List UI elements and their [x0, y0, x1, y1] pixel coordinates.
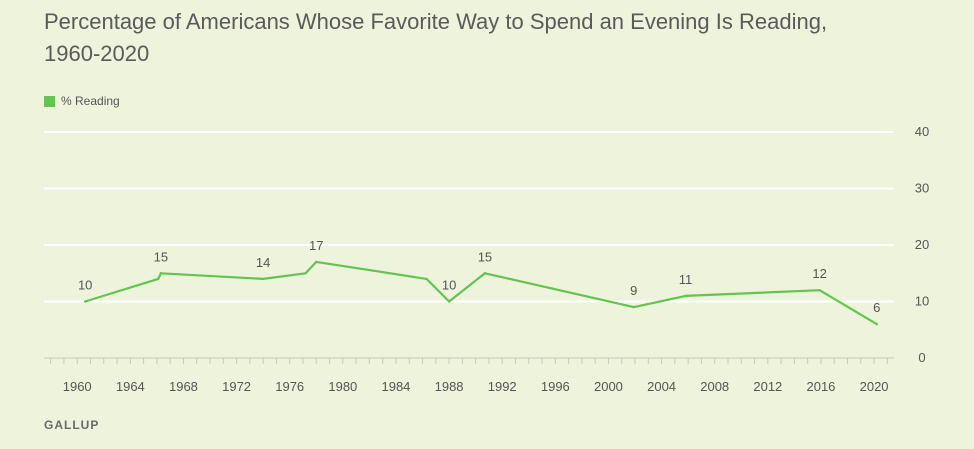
data-point-4: [304, 272, 307, 275]
y-tick-label-40: 40: [915, 124, 929, 139]
x-axis: 1960 1964 1968 1972 1976 1980 1984 1988 1992 1996…: [44, 357, 894, 394]
chart-title: Percentage of Americans Whose Favorite W…: [44, 9, 828, 66]
x-tick-label-1992: 1992: [488, 379, 517, 394]
data-point-2: [159, 272, 163, 275]
x-tick-label-1984: 1984: [381, 379, 410, 394]
legend-swatch: [44, 95, 55, 107]
data-label-11: 12: [812, 266, 826, 281]
data-label-2: 15: [154, 249, 168, 264]
x-tick-label-2008: 2008: [700, 379, 729, 394]
y-axis-labels: 0 10 20 30 40: [915, 124, 929, 365]
y-tick-label-0: 0: [918, 350, 925, 365]
data-label-10: 11: [679, 272, 693, 287]
x-tick-label-2004: 2004: [647, 379, 676, 394]
data-point-9: [632, 305, 635, 309]
x-tick-label-1972: 1972: [222, 379, 251, 394]
x-tick-label-1988: 1988: [435, 379, 464, 394]
source-credit: GALLUP: [44, 418, 100, 432]
y-tick-label-20: 20: [915, 237, 929, 252]
data-label-12: 6: [873, 300, 880, 315]
data-label-0: 10: [78, 278, 92, 293]
legend-label: % Reading: [61, 94, 120, 108]
data-label-5: 17: [309, 238, 323, 253]
x-tick-label-2016: 2016: [806, 379, 835, 394]
x-tick-label-2000: 2000: [594, 379, 623, 394]
data-labels: 10 15 14 17 10 15 9 11 12 6: [78, 238, 880, 315]
x-tick-label-2020: 2020: [860, 379, 889, 394]
data-point-6: [425, 277, 428, 281]
series-line: [83, 260, 878, 326]
data-point-8: [483, 272, 487, 275]
data-point-3: [261, 277, 265, 281]
data-label-7: 10: [442, 278, 456, 293]
x-tick-label-2012: 2012: [753, 379, 782, 394]
y-tick-label-10: 10: [915, 294, 929, 309]
x-tick-label-1980: 1980: [328, 379, 357, 394]
data-point-0: [83, 300, 87, 303]
data-point-10: [684, 294, 687, 298]
series-line-reading: [84, 260, 878, 326]
data-point-12: [875, 322, 878, 326]
data-point-1: [157, 277, 160, 281]
data-label-9: 9: [630, 283, 637, 298]
data-point-5: [315, 260, 318, 264]
x-tick-label-1960: 1960: [63, 379, 92, 394]
gridlines: [44, 131, 894, 303]
legend: % Reading: [44, 94, 120, 108]
x-tick-label-1964: 1964: [116, 379, 145, 394]
x-tick-label-1996: 1996: [541, 379, 570, 394]
x-tick-label-1968: 1968: [169, 379, 198, 394]
data-point-7: [447, 300, 451, 303]
y-tick-label-30: 30: [915, 181, 929, 196]
data-point-11: [818, 289, 821, 292]
data-label-8: 15: [478, 249, 492, 264]
data-label-3: 14: [256, 255, 270, 270]
x-tick-label-1976: 1976: [275, 379, 304, 394]
